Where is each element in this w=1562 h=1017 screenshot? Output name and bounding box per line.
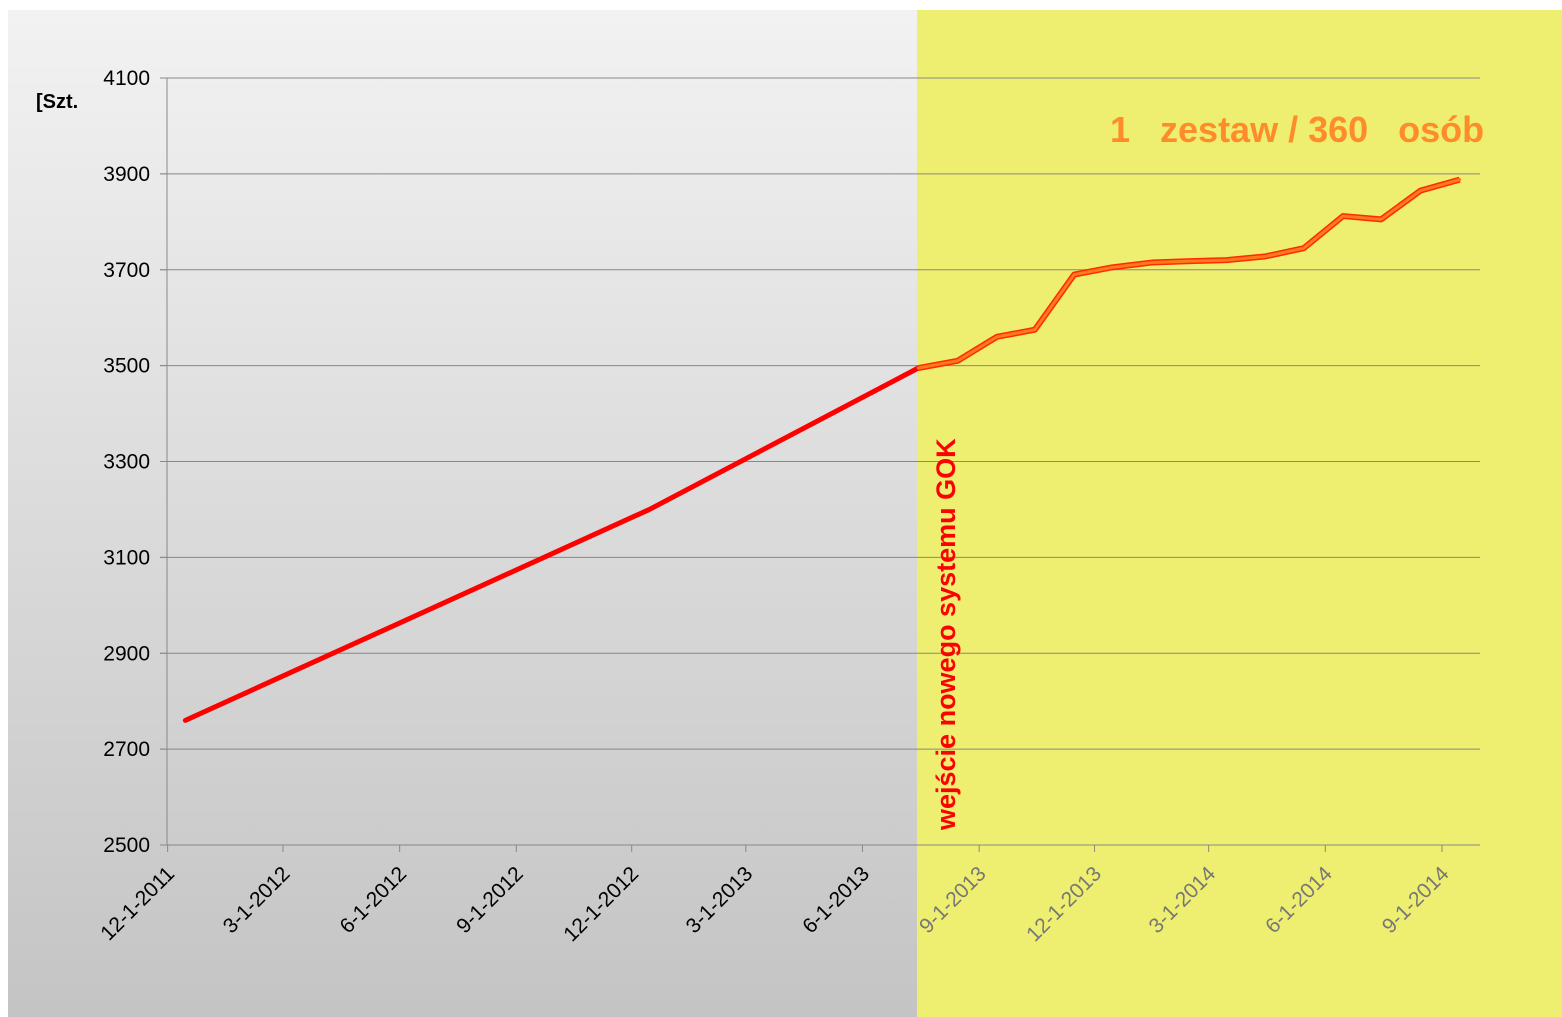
y-tick-label: 3100: [103, 546, 150, 569]
y-tick-label: 4100: [103, 67, 150, 90]
background-right: [917, 10, 1562, 1017]
y-tick-label: 3300: [103, 451, 150, 474]
background-left: [8, 10, 917, 1017]
y-axis-label: [Szt.: [36, 91, 78, 113]
y-tick-label: 2700: [103, 738, 150, 761]
y-tick-label: 3500: [103, 355, 150, 378]
y-tick-label: 3900: [103, 163, 150, 186]
annotation: 1 zestaw / 360 osób: [1110, 109, 1484, 150]
series-line: [182, 365, 921, 723]
y-tick-label: 3700: [103, 259, 150, 282]
y-tick-label: 2500: [103, 834, 150, 857]
y-tick-label: 2900: [103, 642, 150, 665]
annotation: wejście nowego systemu GOK: [931, 438, 961, 831]
series-line: [916, 178, 1462, 370]
